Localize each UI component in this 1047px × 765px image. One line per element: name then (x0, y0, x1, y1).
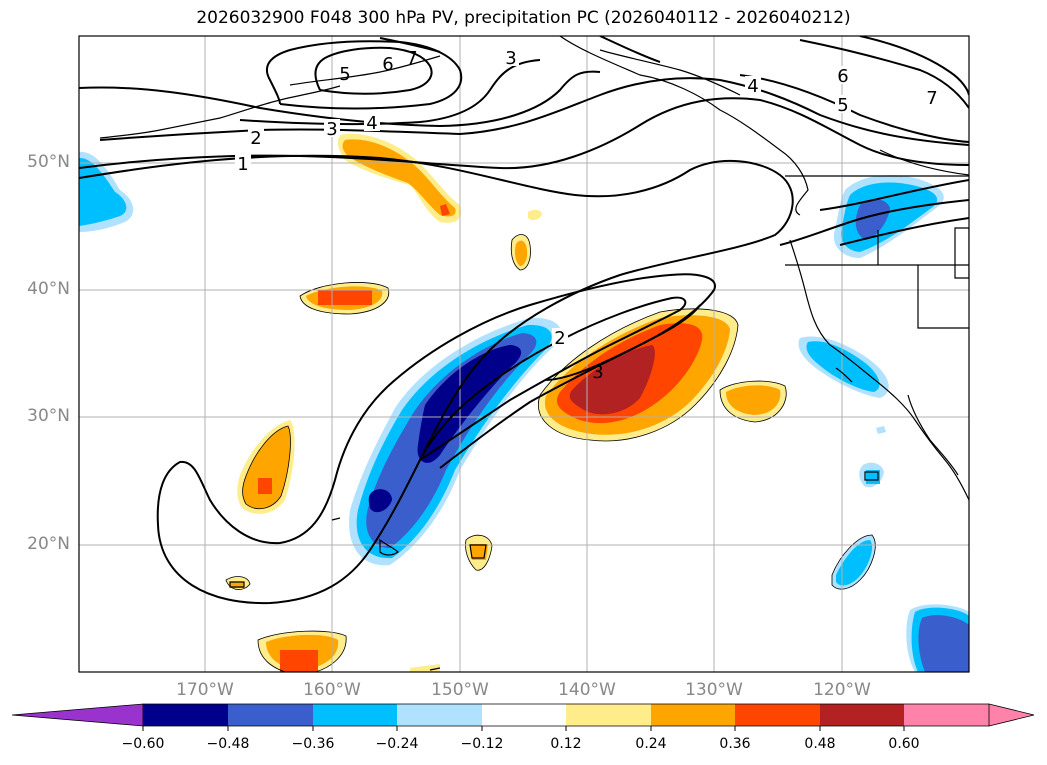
lon-label-150w: 150°W (431, 680, 489, 700)
lat-label-20n: 20°N (27, 534, 70, 554)
colorbar-bin-7 (651, 704, 735, 726)
pv-label-2: 2 (250, 128, 261, 149)
pv-label-3-north: 3 (505, 48, 516, 69)
colorbar-bin-3 (313, 704, 397, 726)
map-frame (78, 35, 970, 673)
colorbar-bin-4 (397, 704, 482, 726)
colorbar-tick-label: 0.60 (888, 736, 920, 752)
colorbar-bin-2 (228, 704, 313, 726)
colorbar-tick-label: 0.36 (719, 736, 751, 752)
pv-label-5: 5 (339, 64, 350, 85)
colorbar-bin-8 (735, 704, 820, 726)
colorbar-bin-9 (820, 704, 904, 726)
pv-label-7: 7 (406, 48, 417, 69)
pv-label-3: 3 (326, 119, 337, 140)
lon-label-170w: 170°W (176, 680, 234, 700)
pv-label-1: 1 (237, 154, 248, 175)
pv-contour-labels: 1 2 3 4 5 6 7 2 3 3 4 6 5 7 (235, 48, 938, 383)
lon-label-140w: 140°W (558, 680, 616, 700)
lon-label-160w: 160°W (303, 680, 361, 700)
colorbar-tick-label: −0.60 (121, 736, 165, 752)
lon-label-120w: 120°W (813, 680, 871, 700)
precip-negative-small-patches (79, 151, 969, 672)
pv-label-4: 4 (366, 113, 377, 134)
map-title: 2026032900 F048 300 hPa PV, precipitatio… (196, 8, 851, 28)
colorbar-extend-high (988, 703, 1035, 727)
pv-contours (79, 36, 969, 605)
pv-label-3-low: 3 (592, 362, 603, 383)
pv-label-5-east: 5 (837, 95, 848, 116)
colorbar-tick-label: −0.36 (291, 736, 335, 752)
pv-label-7-east: 7 (926, 88, 937, 109)
gridlines (79, 36, 969, 672)
colorbar-tick-label: −0.12 (460, 736, 504, 752)
pv-label-4-east: 4 (747, 76, 758, 97)
precip-negative-large-band (349, 317, 561, 566)
colorbar-tick-label: 0.12 (550, 736, 582, 752)
precip-positive-large-band (538, 308, 738, 441)
pv-label-6: 6 (382, 54, 393, 75)
precip-positive-small-patches (226, 133, 787, 672)
colorbar-bin-10 (904, 704, 989, 726)
colorbar-tick-label: 0.48 (804, 736, 836, 752)
lon-label-130w: 130°W (685, 680, 743, 700)
lat-label-30n: 30°N (27, 406, 70, 426)
lat-label-40n: 40°N (27, 279, 70, 299)
coastlines (99, 36, 969, 671)
lat-label-50n: 50°N (27, 152, 70, 172)
colorbar-tick-label: −0.48 (206, 736, 250, 752)
colorbar-tick-label: −0.24 (375, 736, 419, 752)
pv-label-6-east: 6 (837, 66, 848, 87)
colorbar (11, 703, 1035, 731)
colorbar-extend-low (11, 703, 144, 727)
colorbar-bin-6 (566, 704, 651, 726)
pv-label-2-low: 2 (554, 328, 565, 349)
colorbar-tick-label: 0.24 (635, 736, 667, 752)
colorbar-bin-1 (143, 704, 228, 726)
colorbar-bin-5 (482, 704, 566, 726)
